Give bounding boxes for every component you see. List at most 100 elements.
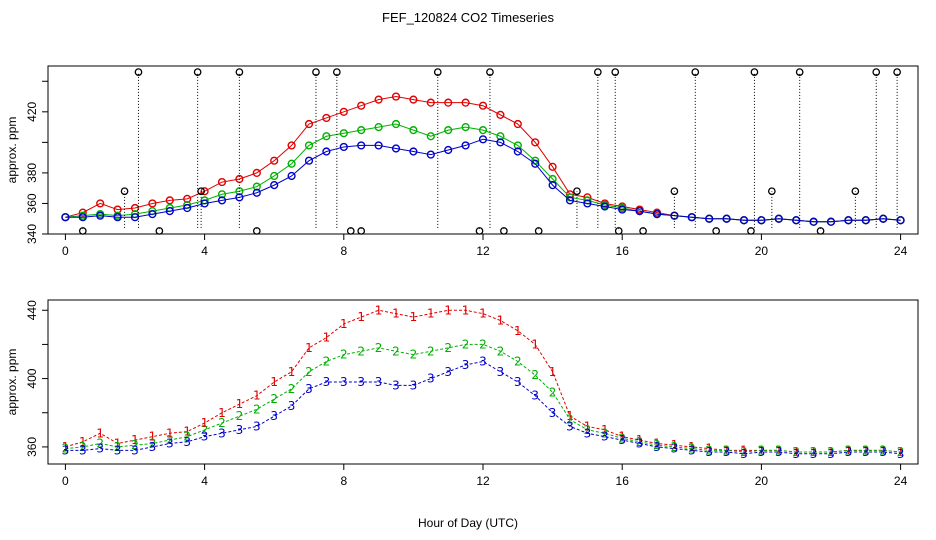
data-point: 1 <box>740 443 748 457</box>
data-point: 2 <box>879 443 887 457</box>
raw-point <box>872 68 881 76</box>
raw-point <box>611 68 620 76</box>
x-tick-label: 4 <box>201 474 208 488</box>
data-point <box>705 214 714 223</box>
data-point <box>357 141 366 150</box>
data-point: 1 <box>270 375 278 389</box>
data-point <box>287 171 296 181</box>
data-point: 2 <box>479 337 487 351</box>
data-point: 1 <box>705 442 713 456</box>
data-point: 3 <box>375 375 383 389</box>
data-point: 1 <box>218 406 226 420</box>
data-point <box>165 196 174 205</box>
data-point: 3 <box>723 445 731 459</box>
raw-point <box>893 68 901 76</box>
data-point: 1 <box>775 443 783 457</box>
data-point <box>270 171 279 181</box>
data-point: 3 <box>462 358 470 372</box>
data-point: 2 <box>201 423 209 437</box>
data-point: 1 <box>62 440 70 454</box>
data-point <box>478 126 488 135</box>
data-point <box>252 168 261 178</box>
data-point <box>826 217 836 226</box>
data-point: 3 <box>897 447 905 461</box>
data-point <box>217 196 227 205</box>
data-point: 1 <box>166 426 174 440</box>
series-line <box>65 360 901 455</box>
raw-point <box>851 187 860 196</box>
data-point: 2 <box>636 435 644 449</box>
data-point: 1 <box>410 310 418 324</box>
data-point: 1 <box>514 324 522 338</box>
data-point: 1 <box>566 409 574 423</box>
data-point <box>531 159 540 168</box>
data-point <box>357 126 366 135</box>
data-point <box>374 141 383 150</box>
data-point <box>148 199 157 208</box>
data-point <box>652 210 662 219</box>
data-point: 2 <box>96 437 104 451</box>
data-point: 3 <box>323 375 331 389</box>
data-point: 3 <box>427 372 435 386</box>
series-blue <box>61 135 905 226</box>
data-point: 2 <box>897 445 905 459</box>
y-axis-label: approx. ppm <box>5 117 19 184</box>
data-point: 1 <box>149 430 157 444</box>
data-point: 3 <box>879 445 887 459</box>
data-point: 1 <box>688 440 696 454</box>
raw-point <box>134 68 143 76</box>
y-tick-label: 380 <box>25 163 39 183</box>
data-point: 3 <box>218 426 226 440</box>
data-point <box>722 214 731 223</box>
data-point <box>531 138 540 147</box>
data-point: 3 <box>201 430 209 444</box>
y-tick-label: 400 <box>25 368 39 388</box>
data-point <box>183 203 192 213</box>
data-point: 2 <box>305 365 313 379</box>
data-point: 3 <box>531 389 539 403</box>
data-point <box>409 95 418 104</box>
data-point <box>339 142 348 152</box>
data-point: 1 <box>879 443 887 457</box>
data-point <box>548 162 557 171</box>
data-point <box>322 132 331 141</box>
raw-point <box>433 68 442 76</box>
data-point <box>391 119 401 129</box>
data-point: 3 <box>740 447 748 461</box>
data-point <box>130 213 140 222</box>
data-point: 2 <box>827 445 835 459</box>
raw-point <box>193 68 202 76</box>
data-point <box>426 132 435 141</box>
series-black <box>78 68 901 235</box>
data-point <box>809 217 818 226</box>
data-point <box>322 147 331 156</box>
data-point <box>270 181 279 190</box>
x-tick-label: 0 <box>62 244 69 258</box>
data-point: 2 <box>114 440 122 454</box>
raw-point <box>573 187 581 196</box>
data-point <box>461 98 470 107</box>
data-point: 3 <box>236 423 244 437</box>
raw-point <box>235 68 244 76</box>
figure-title: FEF_120824 CO2 Timeseries <box>382 10 554 25</box>
data-point: 2 <box>149 437 157 451</box>
data-point <box>565 196 575 205</box>
data-point: 3 <box>79 443 87 457</box>
y-tick-label: 340 <box>25 224 39 244</box>
data-point: 3 <box>131 443 139 457</box>
data-point <box>357 101 366 110</box>
data-point: 2 <box>444 341 452 355</box>
raw-point <box>346 227 355 235</box>
data-point <box>304 119 314 129</box>
data-point: 3 <box>357 375 365 389</box>
x-tick-label: 24 <box>894 474 908 488</box>
data-point: 1 <box>253 389 261 403</box>
data-point: 1 <box>462 303 470 317</box>
data-point <box>618 205 627 214</box>
data-point: 1 <box>323 331 331 345</box>
plot-frame <box>47 65 919 235</box>
data-point <box>96 211 105 220</box>
data-point <box>409 126 418 135</box>
data-point: 3 <box>758 445 766 459</box>
y-axis-label: approx. ppm <box>5 349 19 416</box>
